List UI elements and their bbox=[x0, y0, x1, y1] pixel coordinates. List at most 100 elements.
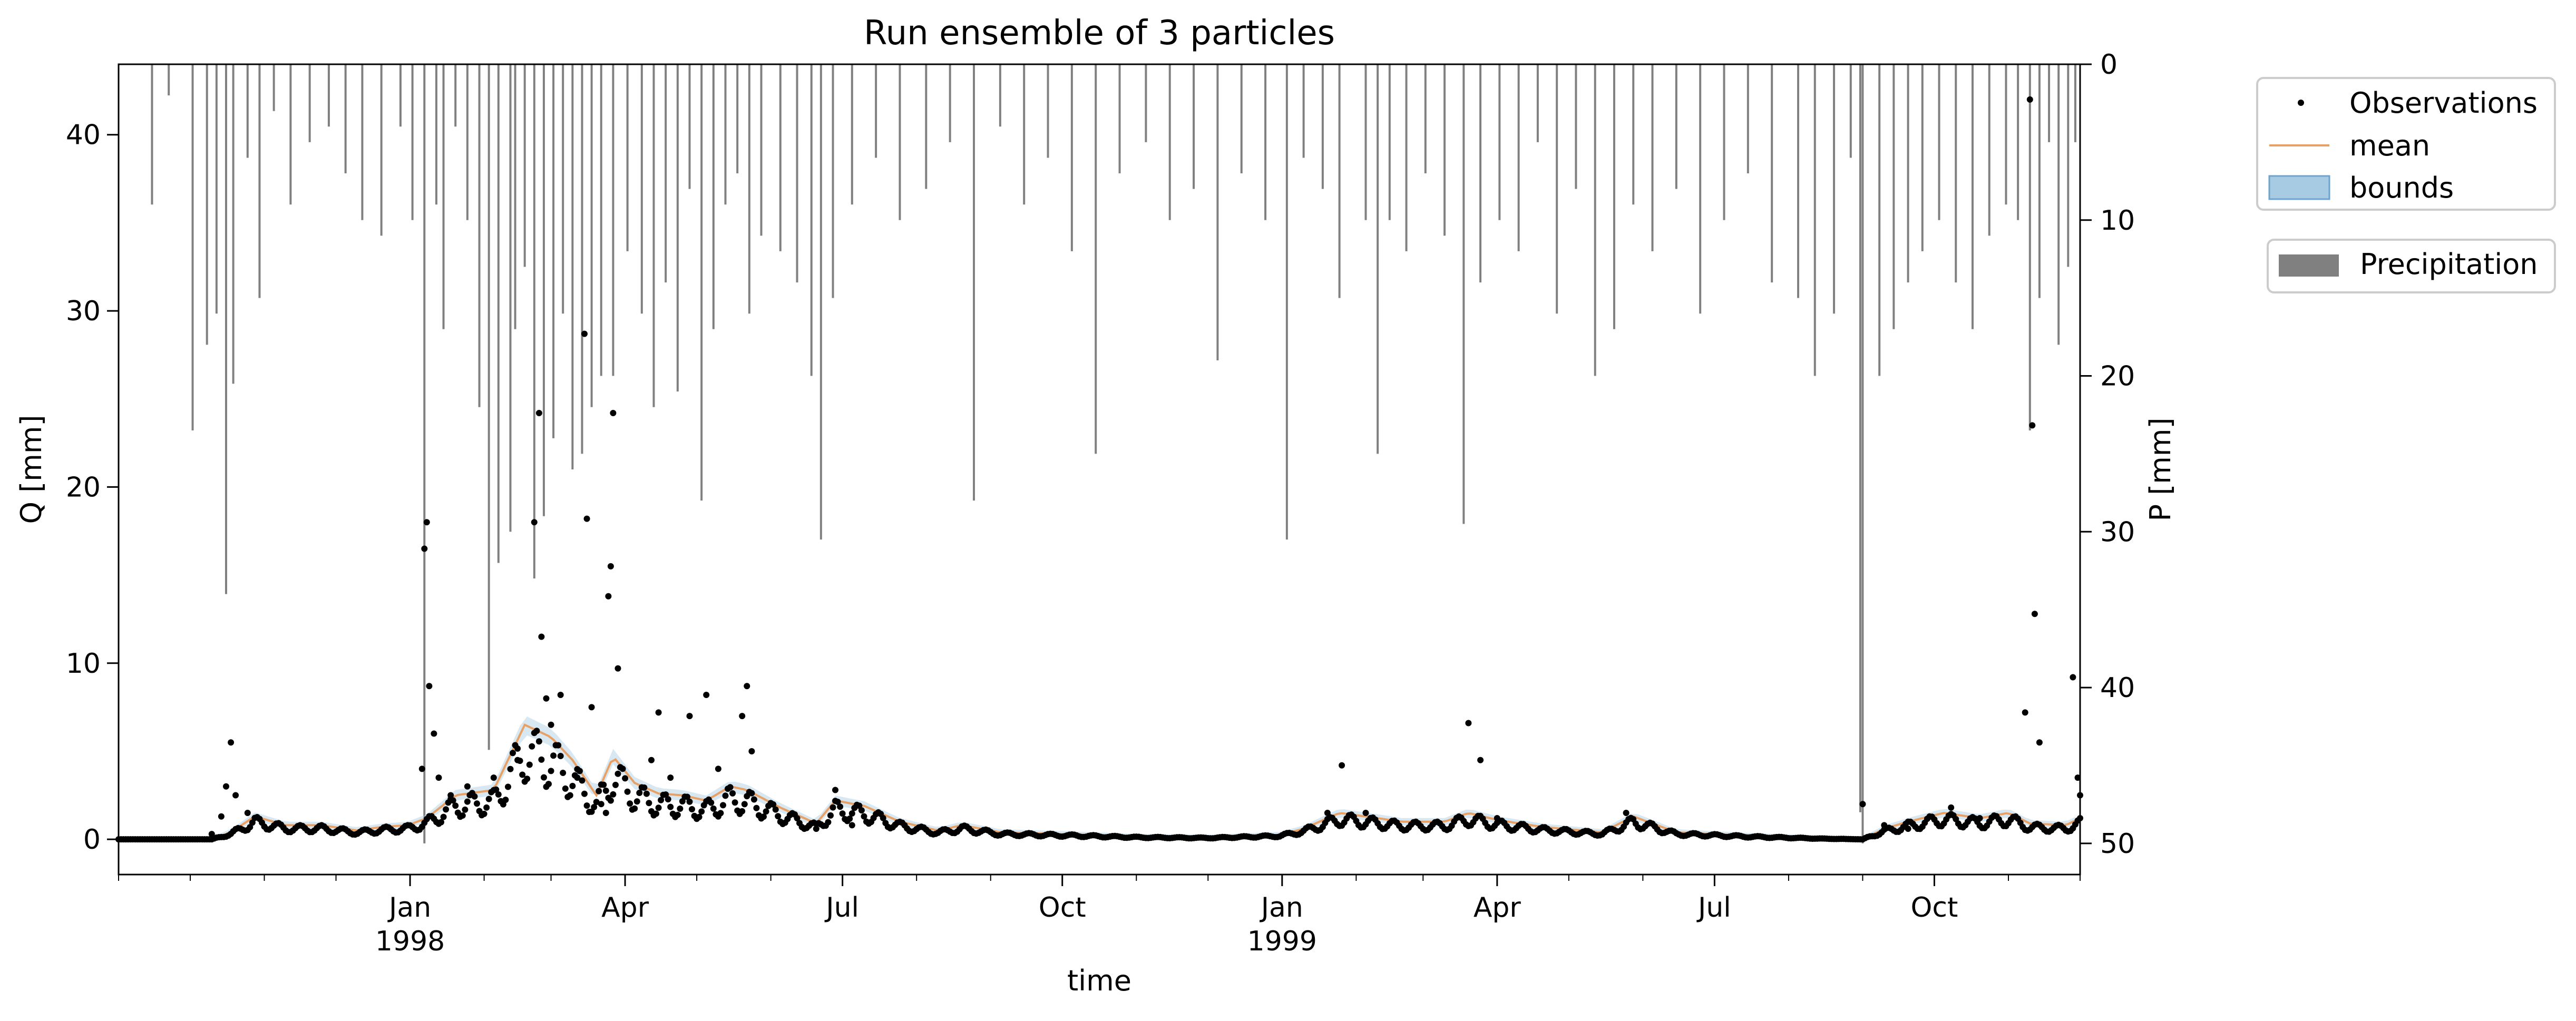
observation-point bbox=[588, 704, 595, 711]
observation-point bbox=[641, 784, 648, 791]
observation-point bbox=[218, 813, 225, 820]
observation-point bbox=[715, 765, 721, 772]
observation-point bbox=[646, 800, 652, 807]
observation-point bbox=[600, 781, 607, 788]
observation-point bbox=[2022, 709, 2028, 716]
observation-point bbox=[583, 515, 590, 522]
x-tick-label: Jul bbox=[1696, 892, 1731, 924]
observation-point bbox=[722, 792, 729, 799]
observation-point bbox=[848, 810, 855, 817]
observation-point bbox=[459, 812, 466, 819]
observation-point bbox=[560, 770, 567, 776]
observation-point bbox=[607, 797, 614, 804]
observation-point bbox=[1905, 826, 1911, 832]
observation-point bbox=[232, 792, 239, 799]
observation-point bbox=[858, 807, 865, 814]
observation-point bbox=[750, 796, 757, 803]
legend-precip-label: Precipitation bbox=[2360, 248, 2538, 281]
observation-point bbox=[505, 783, 511, 790]
observation-point bbox=[596, 788, 602, 794]
observation-point bbox=[598, 801, 604, 808]
precipitation-bars bbox=[151, 64, 2076, 843]
observation-point bbox=[653, 810, 659, 817]
y-tick-label: 0 bbox=[83, 824, 101, 856]
legend-bounds-swatch bbox=[2268, 175, 2330, 200]
observation-point bbox=[665, 796, 671, 803]
observation-point bbox=[880, 814, 886, 821]
observation-point bbox=[610, 410, 617, 416]
observation-point bbox=[605, 593, 612, 600]
observation-point bbox=[2062, 827, 2069, 834]
observation-point bbox=[2031, 611, 2038, 617]
observation-point bbox=[848, 822, 855, 829]
observation-point bbox=[519, 771, 526, 778]
observation-point bbox=[1362, 810, 1369, 816]
observation-point bbox=[648, 757, 655, 763]
observation-point bbox=[244, 810, 251, 816]
observation-point bbox=[435, 774, 442, 781]
observation-point bbox=[686, 798, 693, 805]
observation-point bbox=[622, 775, 629, 782]
observation-point bbox=[825, 819, 832, 826]
observation-point bbox=[602, 787, 609, 794]
observation-points bbox=[115, 96, 2083, 843]
observation-point bbox=[610, 791, 617, 798]
observation-point bbox=[514, 757, 521, 763]
observation-point bbox=[1494, 815, 1500, 821]
observation-point bbox=[827, 812, 834, 819]
observation-point bbox=[813, 826, 819, 832]
observation-point bbox=[1339, 762, 1345, 769]
observation-point bbox=[485, 796, 492, 802]
observation-point bbox=[557, 692, 564, 698]
observation-point bbox=[636, 790, 643, 796]
observation-point bbox=[567, 792, 573, 799]
observation-point bbox=[495, 791, 502, 798]
legend-observations-label: Observations bbox=[2349, 86, 2538, 120]
legend-precip-swatch bbox=[2279, 254, 2339, 277]
observation-point bbox=[474, 800, 480, 807]
observation-point bbox=[720, 802, 726, 809]
observation-point bbox=[1859, 801, 1866, 808]
observation-point bbox=[708, 799, 715, 806]
observation-point bbox=[710, 805, 717, 812]
x-tick-label: Apr bbox=[601, 892, 649, 924]
observation-point bbox=[631, 805, 638, 812]
y-tick-label: 20 bbox=[66, 472, 101, 503]
x-tick-sublabel: 1999 bbox=[1247, 926, 1317, 957]
observation-point bbox=[535, 738, 542, 745]
y2-tick-label: 20 bbox=[2100, 361, 2135, 392]
y2-tick-label: 10 bbox=[2100, 205, 2135, 237]
observation-point bbox=[667, 803, 674, 810]
observation-point bbox=[655, 804, 662, 811]
observation-point bbox=[689, 806, 695, 812]
observation-point bbox=[548, 768, 554, 774]
legend-observations-marker bbox=[2298, 100, 2304, 106]
observation-point bbox=[731, 799, 738, 806]
legend-mean-label: mean bbox=[2349, 129, 2430, 162]
observation-point bbox=[208, 831, 215, 838]
y-tick-label: 30 bbox=[66, 296, 101, 327]
observation-point bbox=[674, 811, 681, 818]
observation-point bbox=[614, 770, 621, 777]
y2-tick-label: 50 bbox=[2100, 828, 2135, 860]
observation-point bbox=[2026, 96, 2033, 103]
observation-point bbox=[717, 810, 724, 817]
observation-point bbox=[703, 692, 710, 698]
observation-point bbox=[698, 808, 705, 815]
x-tick-label: Apr bbox=[1474, 892, 1521, 924]
y2-tick-label: 30 bbox=[2100, 516, 2135, 548]
observation-point bbox=[686, 713, 693, 720]
observation-point bbox=[1465, 720, 1472, 727]
observation-point bbox=[464, 783, 471, 790]
x-tick-label: Oct bbox=[1910, 892, 1958, 924]
y-tick-label: 10 bbox=[66, 648, 101, 680]
observation-point bbox=[753, 804, 760, 811]
observation-point bbox=[739, 713, 746, 720]
x-tick-label: Jul bbox=[824, 892, 859, 924]
observation-point bbox=[2029, 422, 2036, 429]
observation-point bbox=[543, 695, 550, 702]
observation-point bbox=[507, 765, 514, 772]
observation-point bbox=[529, 743, 535, 750]
